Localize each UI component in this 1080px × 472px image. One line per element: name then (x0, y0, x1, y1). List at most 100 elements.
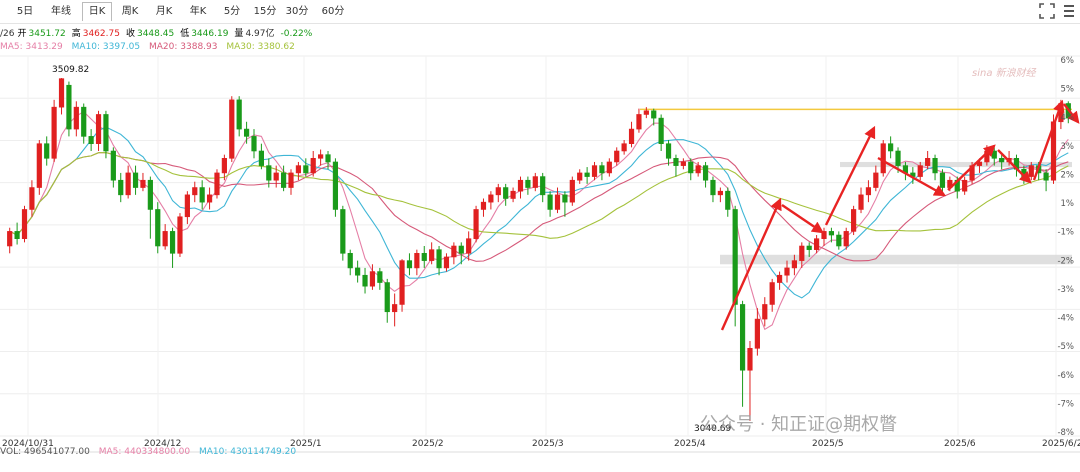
candle-body (443, 256, 450, 269)
candle-body (510, 190, 516, 199)
candle-body (717, 190, 723, 196)
right-axis-label: -4% (1057, 314, 1074, 324)
trend-arrow-6 (1032, 99, 1065, 181)
candle-body (206, 194, 213, 203)
candle-body (14, 231, 20, 239)
settings-icon[interactable] (1062, 3, 1076, 19)
candle-body (695, 165, 701, 174)
candle-body (44, 143, 50, 159)
fullscreen-icon[interactable] (1039, 3, 1055, 19)
candle-body (325, 154, 331, 163)
candle-body (673, 158, 679, 166)
candle-body (177, 216, 183, 254)
candle-body (421, 253, 427, 261)
candle-body (710, 179, 716, 196)
ma10-legend: MA10: 3397.05 (71, 42, 141, 52)
right-axis-label: 6% (1061, 56, 1075, 66)
volume-label: 量 (234, 29, 244, 39)
candle-body (199, 187, 205, 203)
candle-body (554, 194, 561, 210)
trend-arrow-4 (947, 144, 996, 191)
candle-body (636, 114, 642, 130)
right-axis-label: -8% (1057, 428, 1074, 438)
tab-3[interactable]: 周K (121, 6, 139, 17)
candle-body (155, 209, 161, 247)
x-tick-label: 2025/2 (412, 439, 444, 449)
open-label: 开 (17, 29, 27, 39)
candle-body (214, 172, 220, 196)
ma5-line (9, 111, 1069, 331)
tab-1[interactable]: 年线 (51, 6, 71, 17)
candle-body (73, 106, 79, 130)
candle-body (591, 165, 598, 177)
candle-body (880, 143, 886, 174)
tab-7[interactable]: 15分 (253, 6, 277, 17)
candle-body (688, 161, 694, 174)
candle-body (858, 194, 864, 210)
open-value: 3451.72 (28, 29, 66, 39)
candle-body (784, 267, 790, 276)
candle-body (865, 187, 872, 196)
tab-4[interactable]: 月K (155, 6, 173, 17)
candle-body (488, 194, 494, 203)
candle-body (939, 172, 946, 188)
period-tabs: 5日 年线 日K 周K 月K 年K 5分 15分 30分 60分 (0, 0, 1080, 24)
candle-body (762, 304, 768, 320)
candle-body (651, 110, 657, 119)
support-zone-lower (720, 254, 1072, 265)
candle-body (843, 231, 849, 247)
right-axis-label: -5% (1057, 342, 1074, 352)
candle-body (103, 114, 109, 152)
candle-body (769, 282, 775, 305)
change-value: -0.22% (280, 29, 313, 39)
candle-body (147, 179, 153, 210)
tab-6[interactable]: 5分 (223, 6, 241, 17)
candle-body (821, 231, 827, 239)
x-tick-label: 2024/12 (144, 439, 181, 449)
candle-body (754, 318, 760, 349)
candle-body (606, 161, 612, 174)
support-zone-upper (840, 161, 1072, 168)
vol-value: VOL: 496541077.00 (0, 447, 90, 457)
tab-0[interactable]: 5日 (16, 6, 34, 17)
tab-2[interactable]: 日K (82, 2, 112, 21)
candle-body (355, 267, 361, 276)
candle-body (377, 271, 383, 283)
vol-ma5: MA5: 440334800.00 (98, 447, 191, 457)
low-value: 3446.19 (191, 29, 229, 39)
high-value: 3462.75 (82, 29, 120, 39)
tab-9[interactable]: 60分 (321, 6, 345, 17)
candle-body (932, 158, 938, 174)
ma-legend: MA5: 3413.29 MA10: 3397.05 MA20: 3388.93… (0, 41, 301, 53)
candle-body (732, 209, 738, 305)
trend-arrow-0 (720, 197, 782, 331)
candle-body (532, 176, 538, 188)
candle-body (125, 172, 131, 196)
candle-body (799, 245, 805, 261)
candle-body (51, 106, 57, 159)
candle-body (384, 282, 390, 313)
candle-body (577, 172, 583, 181)
candle-body (517, 179, 524, 192)
ma10-line (9, 126, 1069, 299)
candle-body (184, 194, 190, 218)
right-axis-label: 4% (1061, 113, 1075, 123)
candle-body (569, 179, 575, 203)
candle-body (466, 238, 472, 254)
candle-body (58, 78, 65, 108)
candle-body (7, 231, 13, 247)
candle-body (643, 110, 649, 115)
right-axis-label: 1% (1061, 199, 1075, 209)
tab-8[interactable]: 30分 (285, 6, 309, 17)
candle-body (414, 253, 420, 269)
candle-body (66, 84, 72, 130)
tab-5[interactable]: 年K (189, 6, 207, 17)
ma20-line (9, 152, 1069, 262)
candle-body (169, 231, 176, 254)
candle-body (110, 150, 116, 181)
candle-body (599, 165, 605, 174)
trend-arrow-5 (997, 149, 1032, 184)
candle-body (88, 136, 94, 144)
right-axis-label: -1% (1057, 228, 1074, 238)
